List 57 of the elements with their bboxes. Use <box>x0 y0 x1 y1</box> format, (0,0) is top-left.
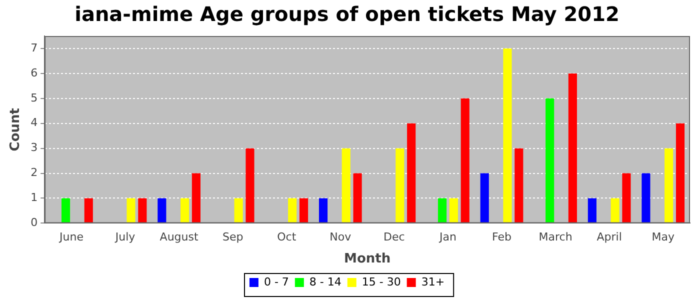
bar <box>288 198 297 223</box>
bar <box>480 173 489 223</box>
bar <box>192 173 200 223</box>
x-tick-label: Oct <box>277 230 297 244</box>
bar <box>610 198 620 223</box>
y-tick-label: 6 <box>30 66 38 80</box>
bar <box>84 198 93 223</box>
bar <box>299 198 308 223</box>
y-tick-label: 4 <box>30 116 38 130</box>
y-axis-title: Count <box>8 108 24 152</box>
x-tick-label: Nov <box>330 230 352 244</box>
x-tick-label: March <box>538 230 572 244</box>
bar <box>622 173 631 223</box>
y-tick-label: 7 <box>30 41 38 54</box>
bar <box>246 148 254 223</box>
y-tick-label: 0 <box>30 216 38 230</box>
x-tick-label: Sep <box>222 230 244 244</box>
y-tick-label: 3 <box>30 141 38 154</box>
y-tick-label: 5 <box>30 91 38 104</box>
x-tick-label: Feb <box>492 230 512 244</box>
bar <box>676 123 685 223</box>
bar <box>180 198 190 223</box>
bar <box>61 198 70 223</box>
y-tick-label: 1 <box>30 191 38 204</box>
bar <box>568 73 577 223</box>
x-tick-label: August <box>160 230 199 244</box>
legend-label: 31+ <box>421 275 445 288</box>
bar <box>407 123 416 223</box>
legend-label: 15 - 30 <box>362 275 401 288</box>
bar <box>449 198 458 223</box>
bar <box>588 198 596 223</box>
legend-label: 8 - 14 <box>309 275 342 288</box>
bar <box>342 148 350 223</box>
bar <box>234 198 243 223</box>
bar <box>353 173 362 223</box>
x-tick-label: June <box>58 230 84 244</box>
x-axis-title: Month <box>344 252 391 267</box>
chart-title: iana-mime Age groups of open tickets May 2012 <box>74 2 620 26</box>
bar <box>126 198 136 223</box>
x-tick-label: April <box>596 230 622 244</box>
bar <box>503 48 512 223</box>
x-tick-label: July <box>114 230 136 244</box>
bar <box>138 198 147 223</box>
bar <box>546 98 554 223</box>
x-tick-label: May <box>652 230 675 244</box>
x-tick-label: Jan <box>438 230 456 244</box>
bar <box>664 148 674 223</box>
bar <box>438 198 447 223</box>
bar <box>514 148 524 223</box>
legend-label: 0 - 7 <box>264 275 289 288</box>
bar <box>396 148 404 223</box>
x-tick-label: Dec <box>384 230 405 244</box>
y-tick-label: 2 <box>30 166 38 180</box>
bar <box>460 98 470 223</box>
bar <box>318 198 328 223</box>
bar <box>158 198 166 223</box>
bar <box>642 173 650 223</box>
